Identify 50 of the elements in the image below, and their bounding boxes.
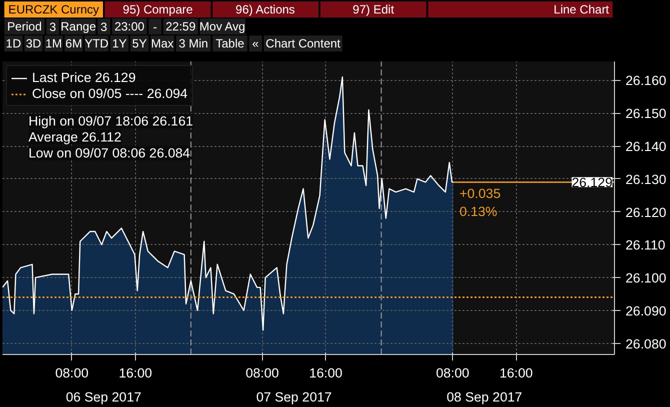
text: 97) Edit bbox=[352, 2, 395, 16]
chart-subtitle: Line Chart bbox=[554, 2, 610, 16]
annotation: High on 09/07 18:06 26.161 bbox=[28, 114, 194, 128]
text: Range bbox=[60, 20, 96, 34]
y-tick-label: 26.130 bbox=[626, 172, 666, 187]
text: 96) Actions bbox=[236, 2, 295, 16]
x-tick-label: 08:00 bbox=[246, 366, 279, 380]
text: 08 Sep 2017 bbox=[446, 390, 522, 404]
text: 3 bbox=[100, 20, 108, 34]
text: - bbox=[153, 20, 158, 34]
annotation: 26.129 bbox=[572, 175, 612, 190]
y-tick-label: 26.140 bbox=[626, 139, 666, 154]
y-tick-label: 26.120 bbox=[626, 204, 666, 220]
y-tick-label: 26.110 bbox=[626, 238, 666, 253]
x-tick-label: 08:00 bbox=[55, 366, 89, 380]
y-tick-label: 26.160 bbox=[626, 73, 666, 88]
text: Period bbox=[7, 20, 42, 34]
y-tick-label: 26.090 bbox=[626, 303, 666, 318]
text: Table bbox=[216, 36, 245, 50]
text: 95) Compare bbox=[122, 2, 194, 16]
text: 1M bbox=[45, 36, 62, 50]
text: 06 Sep 2017 bbox=[66, 390, 142, 404]
text: YTD bbox=[84, 36, 109, 50]
x-tick-label: 16:00 bbox=[309, 366, 342, 380]
text: Mov Avg bbox=[199, 20, 246, 34]
text: 3 Min bbox=[178, 36, 208, 50]
y-tick-label: 26.100 bbox=[626, 270, 666, 286]
text: 1Y bbox=[112, 36, 127, 50]
x-tick-label: 16:00 bbox=[118, 366, 152, 380]
x-tick-label: 08:00 bbox=[436, 366, 470, 380]
text: 5Y bbox=[132, 36, 147, 50]
annotation: +0.035 0.13% bbox=[459, 186, 501, 220]
annotation: Average 26.112 bbox=[28, 130, 122, 144]
x-tick-label: 16:00 bbox=[499, 366, 533, 380]
text: 3 bbox=[49, 20, 56, 34]
text: Max bbox=[151, 36, 174, 50]
text: 6M bbox=[65, 36, 82, 50]
y-tick-label: 26.080 bbox=[626, 336, 666, 352]
text: 22:59 bbox=[166, 20, 196, 34]
y-tick-label: 26.150 bbox=[626, 106, 666, 122]
legend-label: Close on 09/05 ---- 26.094 bbox=[32, 86, 188, 101]
text: 23:00 bbox=[114, 20, 145, 34]
legend-label: Last Price 26.129 bbox=[32, 70, 136, 85]
text: 1D bbox=[6, 36, 22, 50]
annotation: Low on 09/07 08:06 26.084 bbox=[28, 146, 191, 160]
chart-title: EURCZK Curncy bbox=[8, 2, 99, 16]
text: 07 Sep 2017 bbox=[256, 390, 332, 404]
text: 3D bbox=[26, 36, 42, 50]
text: « bbox=[252, 36, 260, 50]
text: Chart Content bbox=[266, 36, 342, 50]
